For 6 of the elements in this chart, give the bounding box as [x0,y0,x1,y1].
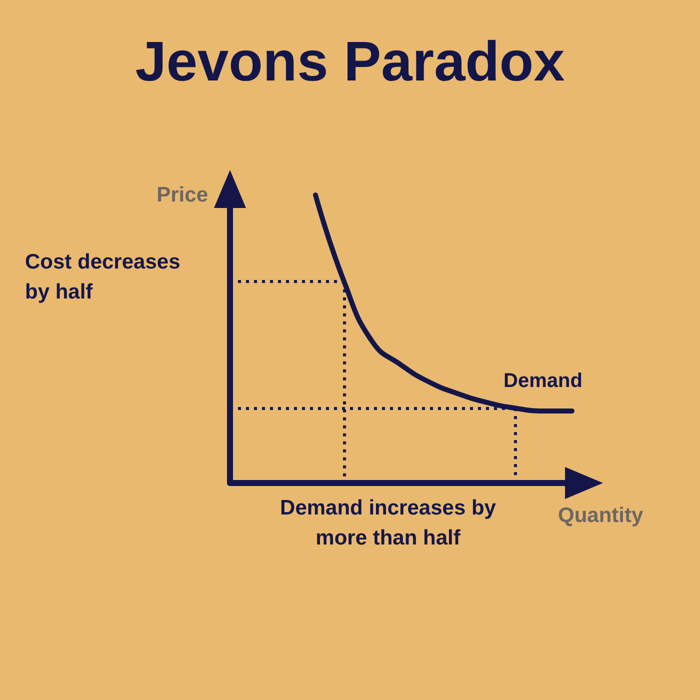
y-axis-title: Price [156,184,208,206]
text: Demand increases by more than half [280,496,496,550]
chart-title: Jevons Paradox [135,30,565,92]
x-axis-title: Quantity [558,504,644,527]
text: Cost decreases by half [25,250,180,304]
series-label: Demand [504,370,582,392]
